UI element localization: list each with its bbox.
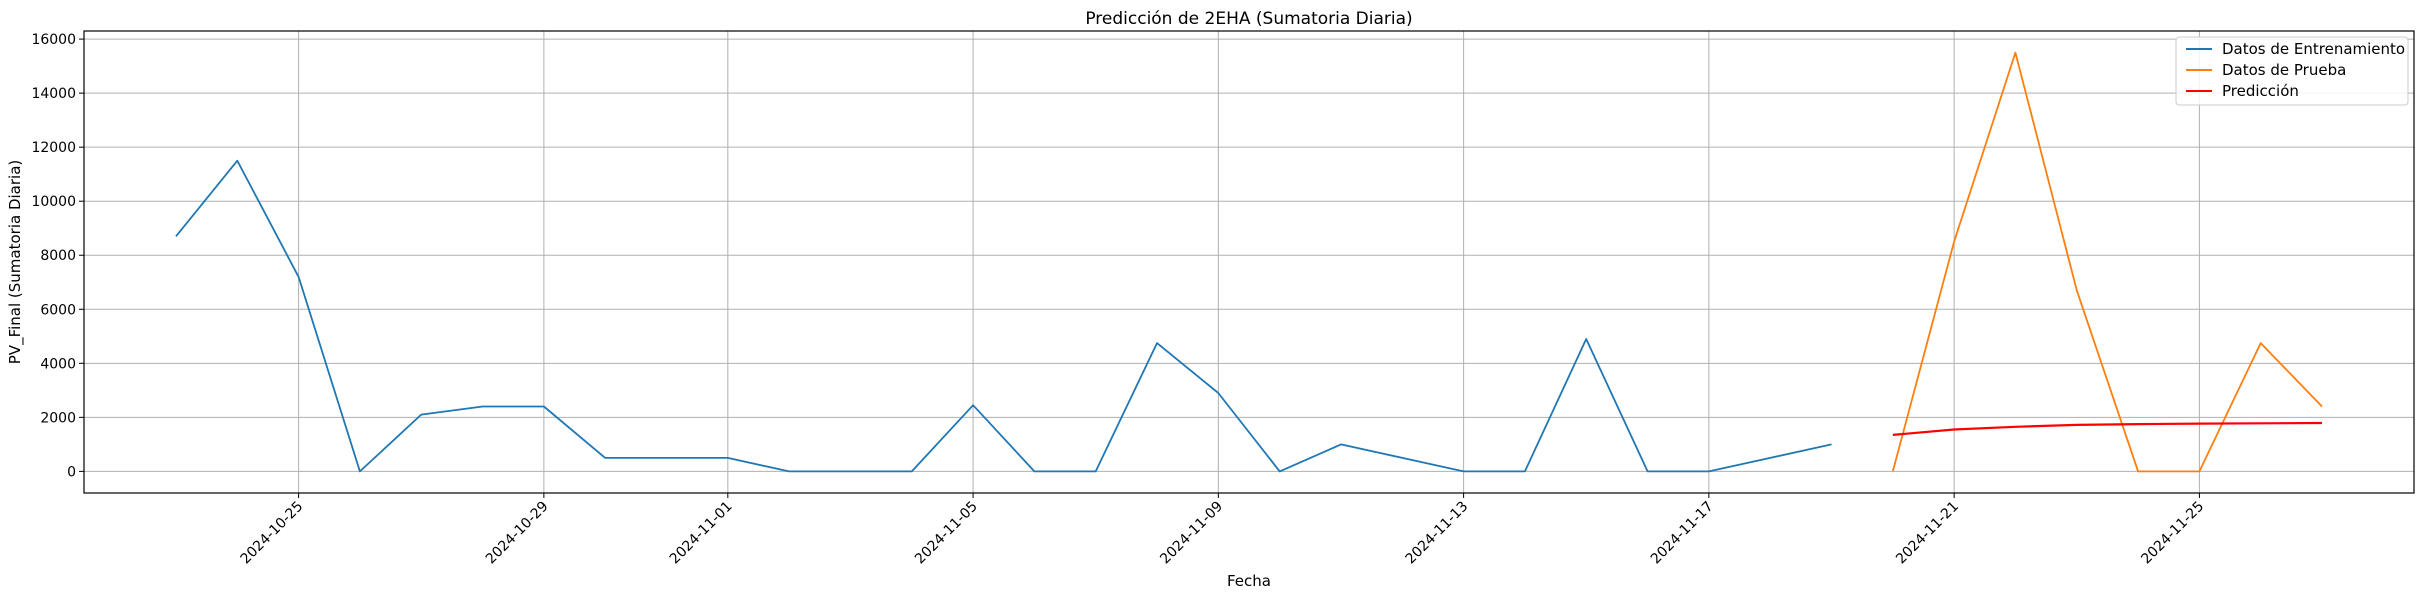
y-tick-label: 12000 — [31, 140, 76, 156]
y-tick-label: 16000 — [31, 32, 76, 48]
x-tick-label: 2024-11-13 — [1403, 499, 1472, 568]
y-axis-ticks: 0 2000 4000 6000 8000 10000 12000 14000 16000 — [31, 32, 84, 480]
y-tick-label: 10000 — [31, 194, 76, 210]
legend-label-1: Datos de Prueba — [2222, 61, 2346, 79]
series-lines — [175, 51, 2323, 473]
x-tick-label: 2024-11-25 — [2138, 499, 2207, 568]
x-tick-label: 2024-10-25 — [238, 499, 307, 568]
x-tick-label: 2024-11-21 — [1893, 499, 1962, 568]
x-axis-label: Fecha — [1227, 572, 1271, 590]
y-tick-label: 2000 — [40, 410, 76, 426]
x-tick-label: 2024-11-05 — [912, 499, 981, 568]
y-tick-label: 6000 — [40, 302, 76, 318]
legend-label-0: Datos de Entrenamiento — [2222, 40, 2405, 58]
y-tick-label: 14000 — [31, 86, 76, 102]
series-line-1 — [1891, 51, 2323, 473]
y-tick-label: 0 — [67, 464, 76, 480]
series-line-0 — [175, 159, 1832, 473]
legend-label-2: Predicción — [2222, 82, 2299, 100]
y-tick-label: 8000 — [40, 248, 76, 264]
x-tick-label: 2024-11-09 — [1157, 499, 1226, 568]
x-tick-label: 2024-11-01 — [667, 499, 736, 568]
x-tick-label: 2024-10-29 — [483, 499, 552, 568]
series-line-2 — [1892, 421, 2323, 436]
legend: Datos de Entrenamiento Datos de Prueba Pre… — [2175, 36, 2409, 106]
grid-lines — [84, 31, 2414, 493]
x-tick-label: 2024-11-17 — [1648, 499, 1717, 568]
plot-frame — [83, 30, 2415, 494]
chart-title: Predicción de 2EHA (Sumatoria Diaria) — [1085, 9, 1412, 29]
y-tick-label: 4000 — [40, 356, 76, 372]
x-axis-ticks: 2024-10-25 2024-10-29 2024-11-01 2024-11-05… — [238, 493, 2207, 568]
legend-box — [2175, 36, 2409, 106]
y-axis-label: PV_Final (Sumatoria Diaria) — [6, 160, 25, 364]
